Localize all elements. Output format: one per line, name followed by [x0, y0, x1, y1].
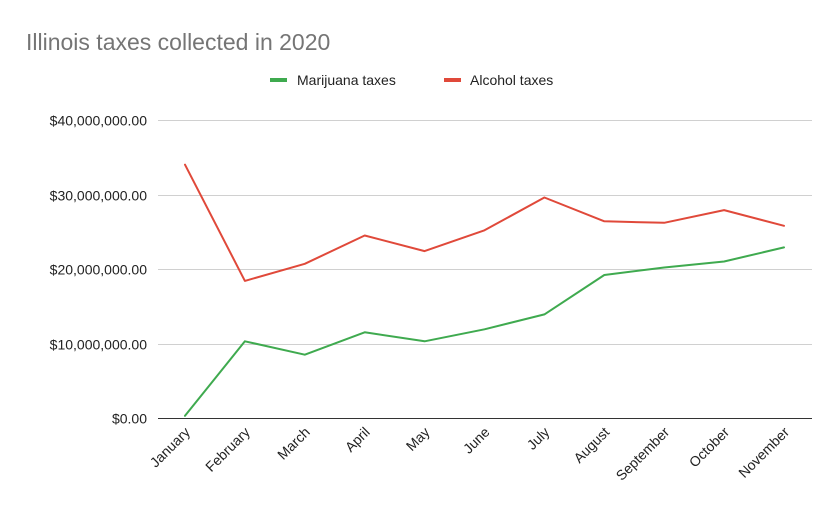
x-tick-label: May	[403, 424, 433, 454]
x-tick-label: November	[735, 424, 792, 481]
chart-title: Illinois taxes collected in 2020	[26, 29, 331, 55]
x-tick-label: September	[613, 424, 673, 484]
x-tick-label: March	[274, 424, 313, 463]
y-tick-label: $30,000,000.00	[50, 188, 148, 204]
legend-label: Marijuana taxes	[297, 72, 396, 88]
x-axis-ticks: January February March April May June July Augu…	[147, 424, 793, 484]
alcohol-taxes-line	[184, 163, 785, 282]
x-tick-label: August	[570, 424, 612, 466]
marijuana-taxes-line	[184, 246, 785, 417]
x-tick-label: October	[686, 424, 733, 471]
legend-label: Alcohol taxes	[470, 72, 553, 88]
legend: Marijuana taxes Alcohol taxes	[270, 72, 553, 88]
grid-lines	[158, 120, 812, 419]
y-tick-label: $20,000,000.00	[50, 262, 148, 278]
y-tick-label: $10,000,000.00	[50, 337, 148, 353]
series-lines	[184, 163, 785, 417]
x-tick-label: July	[524, 424, 553, 453]
y-tick-label: $40,000,000.00	[50, 113, 148, 129]
y-tick-label: $0.00	[112, 411, 147, 427]
x-tick-label: June	[460, 424, 493, 457]
x-tick-label: January	[147, 424, 194, 471]
x-tick-label: April	[342, 424, 373, 455]
y-axis-ticks: $0.00 $10,000,000.00 $20,000,000.00 $30,000…	[50, 113, 148, 427]
x-tick-label: February	[202, 424, 253, 475]
